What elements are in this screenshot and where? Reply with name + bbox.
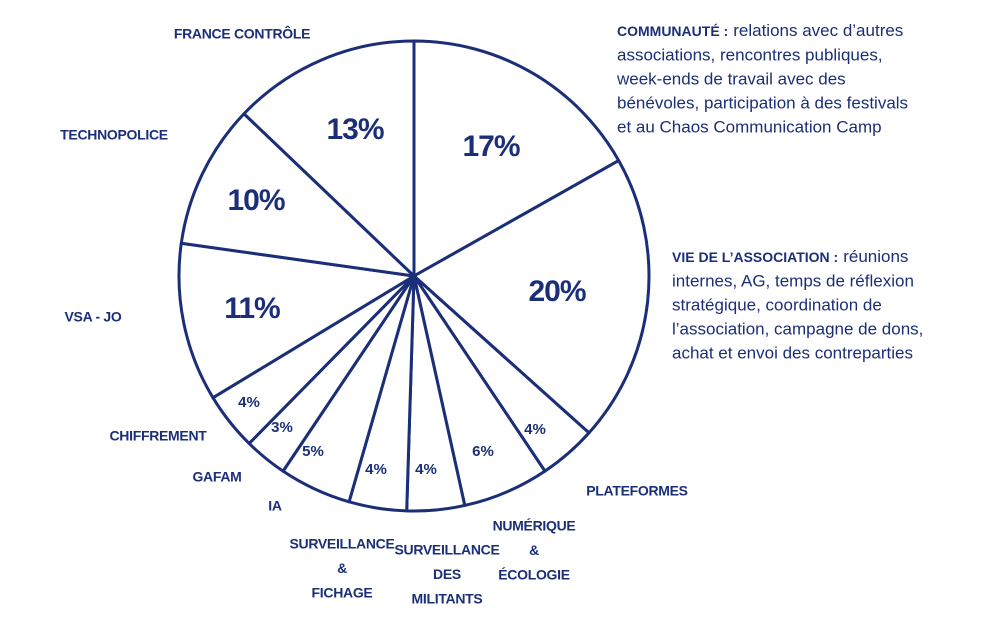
annotation-line: associations, rencontres publiques, xyxy=(617,45,883,64)
category-label: ÉCOLOGIE xyxy=(498,567,570,583)
annotation-label: COMMUNAUTÉ : xyxy=(617,23,728,39)
category-label: SURVEILLANCE xyxy=(394,542,499,558)
value-label: 3% xyxy=(271,419,293,436)
category-label: FRANCE CONTRÔLE xyxy=(174,25,310,42)
annotation-text: relations avec d’autres xyxy=(733,21,903,40)
value-label: 11% xyxy=(224,292,280,325)
value-label: 20% xyxy=(528,275,585,308)
value-label: 4% xyxy=(415,461,437,478)
annotation-line: internes, AG, temps de réflexion xyxy=(672,271,914,290)
pie-slice xyxy=(242,39,416,278)
value-label: 13% xyxy=(326,113,383,146)
annotation-line: l’association, campagne de dons, xyxy=(672,319,923,338)
annotation-line: week-ends de travail avec des xyxy=(616,69,846,88)
pie-slice xyxy=(412,159,651,435)
value-label: 17% xyxy=(462,130,519,163)
annotation-line: achat et envoi des contreparties xyxy=(672,343,913,362)
value-label: 6% xyxy=(472,443,494,460)
annotation-line: bénévoles, participation à des festivals xyxy=(617,93,908,112)
annotation-line: VIE DE L’ASSOCIATION : réunions xyxy=(672,247,908,266)
category-label: SURVEILLANCE xyxy=(289,536,394,552)
category-label: FICHAGE xyxy=(312,585,373,601)
category-label: NUMÉRIQUE xyxy=(493,518,576,534)
annotation-label: VIE DE L’ASSOCIATION : xyxy=(672,249,838,265)
category-label: CHIFFREMENT xyxy=(109,428,207,444)
pie-slice xyxy=(412,39,621,278)
category-label: TECHNOPOLICE xyxy=(60,127,168,143)
value-label: 4% xyxy=(365,461,387,478)
category-label: & xyxy=(529,542,539,558)
pie-slice xyxy=(179,112,416,278)
annotation-text: réunions xyxy=(843,247,908,266)
annotation-line: COMMUNAUTÉ : relations avec d’autres xyxy=(617,21,903,40)
value-label: 4% xyxy=(238,394,260,411)
annotation-line: stratégique, coordination de xyxy=(672,295,882,314)
value-label: 5% xyxy=(302,443,324,460)
category-label: IA xyxy=(268,498,282,514)
value-label: 10% xyxy=(227,184,284,217)
category-label: MILITANTS xyxy=(412,591,483,607)
annotation-line: et au Chaos Communication Camp xyxy=(617,117,882,136)
category-label: PLATEFORMES xyxy=(586,483,687,499)
pie-slice xyxy=(177,241,416,400)
category-label: GAFAM xyxy=(192,469,241,485)
category-label: DES xyxy=(433,566,461,582)
value-label: 4% xyxy=(524,421,546,438)
category-label: VSA - JO xyxy=(65,309,122,325)
category-label: & xyxy=(337,560,347,576)
